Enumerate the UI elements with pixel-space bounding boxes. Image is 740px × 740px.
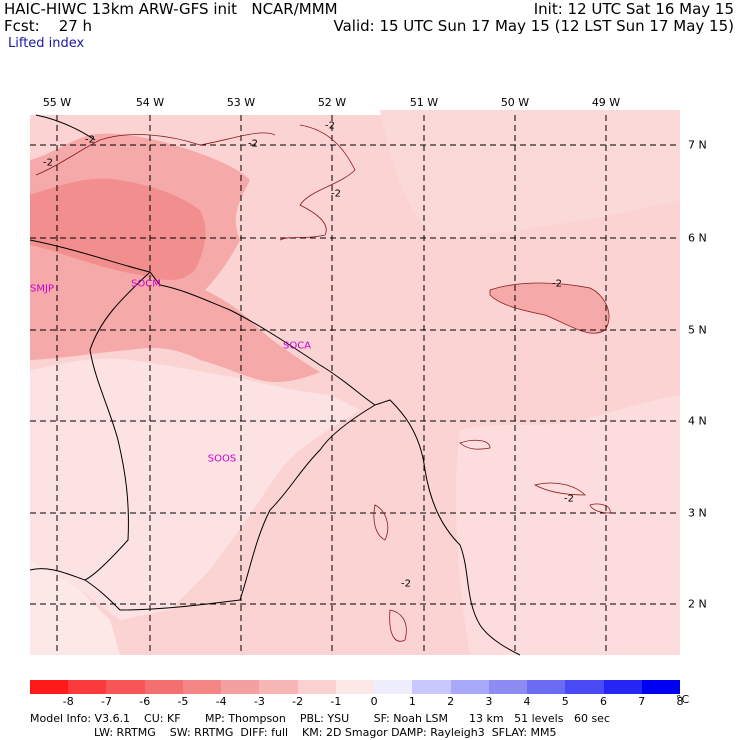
legend-swatch: [221, 680, 260, 694]
land-south-light: [30, 560, 120, 655]
legend-swatch: [182, 680, 222, 694]
legend-tick-label: 2: [447, 695, 455, 708]
lon-label-55w: 55 W: [42, 96, 72, 109]
valid-time: Valid: 15 UTC Sun 17 May 15 (12 LST Sun …: [333, 17, 734, 35]
legend-tick-label: -8: [62, 695, 74, 708]
legend-tick-label: 8: [676, 695, 684, 708]
lat-label-7n: 7 N: [688, 138, 707, 152]
lon-label-54w: 54 W: [135, 96, 165, 109]
contour-label: -2: [552, 278, 562, 290]
lon-label-49w: 49 W: [591, 96, 621, 109]
legend-tick-label: -7: [100, 695, 112, 708]
lon-label-52w: 52 W: [317, 96, 347, 109]
legend-swatch: [144, 680, 183, 694]
legend-tick-label: 4: [523, 695, 531, 708]
legend-swatch: [603, 680, 642, 694]
model-info-line1: Model Info: V3.6.1 CU: KF MP: Thompson P…: [30, 712, 610, 725]
chart-title: HAIC-HIWC 13km ARW-GFS init NCAR/MMM: [4, 0, 338, 18]
station-soos: SOOS: [207, 453, 237, 465]
field-name: Lifted index: [8, 36, 85, 51]
legend-swatch: [259, 680, 298, 694]
zone-minus-1-north: [380, 110, 680, 240]
color-legend-bar: [30, 680, 680, 694]
legend-tick-label: 0: [370, 695, 378, 708]
legend-tick-label: -3: [253, 695, 265, 708]
model-info-line2: LW: RRTMG SW: RRTMG DIFF: full KM: 2D Sm…: [94, 726, 557, 739]
lat-label-5n: 5 N: [688, 323, 707, 337]
lat-lon-grid: [30, 115, 680, 655]
legend-swatch: [450, 680, 489, 694]
contour-label: -2: [331, 188, 341, 200]
sea-east-light: [455, 395, 680, 655]
legend-swatch: [641, 680, 680, 694]
lat-label-4n: 4 N: [688, 414, 707, 428]
station-smjp: SMJP: [30, 283, 54, 295]
lat-label-2n: 2 N: [688, 597, 707, 611]
contour-label: -2: [401, 578, 411, 590]
legend-tick-label: 1: [408, 695, 416, 708]
contour-label: -2: [325, 120, 335, 132]
station-soca: SOCA: [282, 340, 312, 352]
init-time: Init: 12 UTC Sat 16 May 15: [533, 0, 734, 18]
lon-label-51w: 51 W: [409, 96, 439, 109]
contour-label: -2: [43, 157, 53, 169]
lon-label-53w: 53 W: [226, 96, 256, 109]
legend-swatch: [488, 680, 528, 694]
contour-lines: [35, 124, 611, 642]
zone-minus-2-east: [490, 283, 610, 334]
legend-swatch: [30, 680, 69, 694]
lon-label-50w: 50 W: [500, 96, 530, 109]
contour-label: -2: [85, 134, 95, 146]
station-socm: SOCM: [131, 278, 161, 290]
legend-tick-label: 6: [600, 695, 608, 708]
legend-swatch: [68, 680, 107, 694]
lat-label-6n: 6 N: [688, 231, 707, 245]
contour-label: -2: [248, 138, 258, 150]
contour-label: -2: [564, 493, 574, 505]
legend-swatch: [106, 680, 145, 694]
legend-tick-label: 5: [561, 695, 569, 708]
lat-label-3n: 3 N: [688, 506, 707, 520]
legend-swatch: [374, 680, 413, 694]
legend-tick-label: -2: [292, 695, 304, 708]
coastlines: [29, 114, 521, 656]
legend-tick-label: -5: [177, 695, 189, 708]
land-interior-light: [30, 358, 360, 620]
legend-swatch: [297, 680, 336, 694]
legend-swatch: [335, 680, 375, 694]
forecast-hour: Fcst: 27 h: [4, 17, 93, 35]
legend-tick-label: -6: [139, 695, 151, 708]
legend-tick-label: -1: [330, 695, 342, 708]
legend-swatch: [412, 680, 451, 694]
legend-swatch: [527, 680, 566, 694]
legend-tick-label: 3: [485, 695, 493, 708]
legend-tick-label: 7: [638, 695, 646, 708]
zone-minus-4: [30, 178, 206, 280]
legend-unit: °C: [676, 693, 690, 706]
legend-tick-label: -4: [215, 695, 227, 708]
legend-swatch: [565, 680, 604, 694]
